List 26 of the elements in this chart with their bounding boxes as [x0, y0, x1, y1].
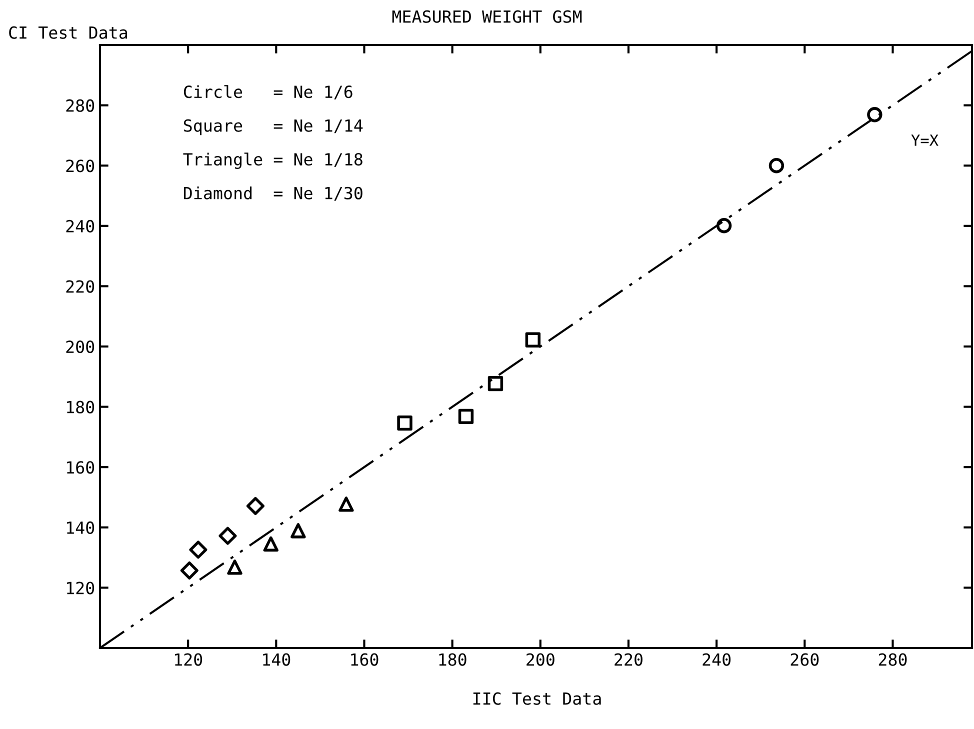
- y-tick-label: 140: [67, 521, 94, 534]
- x-tick-label: 240: [702, 653, 731, 666]
- annotation: Triangle = Ne 1/18: [183, 152, 362, 169]
- y-tick-label: 200: [66, 340, 94, 354]
- y-tick-label: 240: [66, 220, 94, 233]
- annotation: Square = Ne 1/14: [184, 119, 363, 136]
- y-tick-label: 220: [66, 280, 94, 293]
- x-tick-label: 120: [175, 653, 202, 666]
- annotation: Diamond = Ne 1/30: [184, 186, 362, 201]
- x-tick-label: 220: [614, 653, 642, 666]
- y-axis-title: CI Test Data: [9, 26, 127, 39]
- y-tick-label: 260: [66, 160, 94, 172]
- annotation: Circle = Ne 1/6: [184, 85, 352, 100]
- x-axis-title: IIC Test Data: [473, 692, 601, 705]
- y-tick-label: 180: [67, 400, 94, 414]
- x-tick-label: 180: [439, 653, 466, 666]
- y-tick-label: 280: [66, 99, 94, 112]
- y-tick-label: 160: [67, 461, 94, 474]
- x-tick-label: 280: [878, 653, 907, 666]
- x-tick-label: 160: [351, 653, 378, 666]
- x-tick-label: 200: [526, 653, 554, 666]
- x-tick-label: 260: [790, 653, 819, 666]
- y-tick-label: 120: [67, 582, 94, 594]
- chart-title: MEASURED WEIGHT GSM: [392, 10, 582, 23]
- x-tick-label: 140: [263, 653, 290, 666]
- annotation: Y=X: [911, 134, 938, 146]
